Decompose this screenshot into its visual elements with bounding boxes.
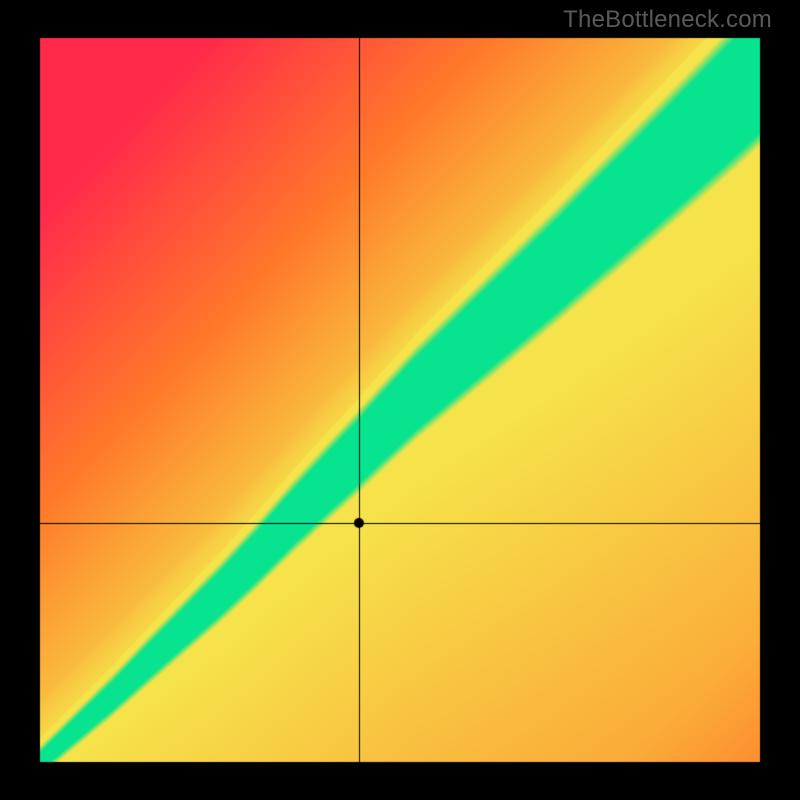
watermark-text: TheBottleneck.com	[563, 6, 772, 34]
heatmap-canvas	[0, 0, 800, 800]
chart-container: TheBottleneck.com	[0, 0, 800, 800]
